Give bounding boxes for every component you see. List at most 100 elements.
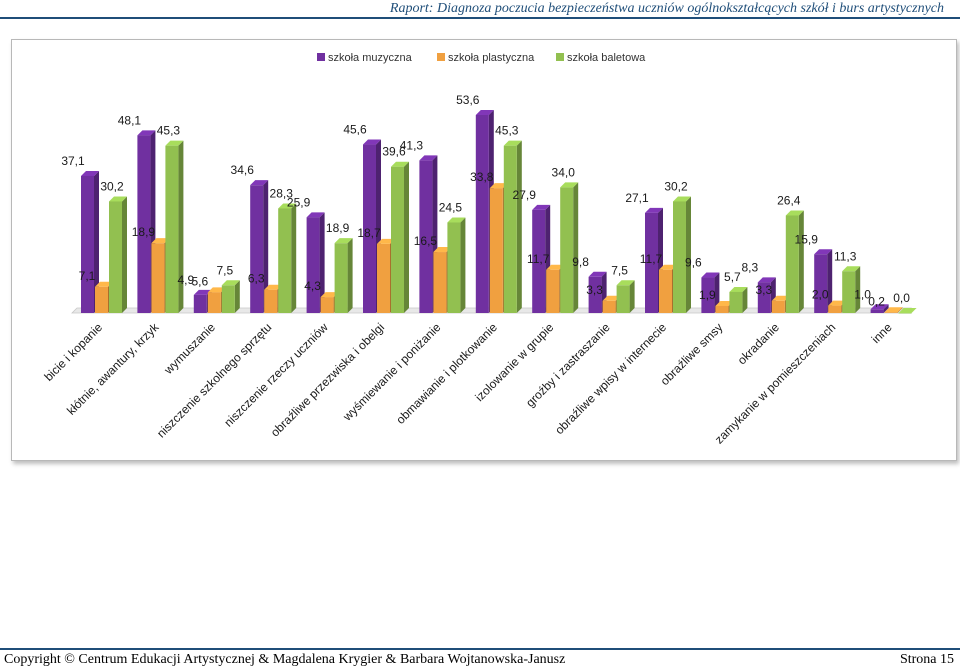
data-label: 3,3 [586,283,603,297]
bar [193,294,207,313]
legend-swatch [437,53,445,61]
data-label: 3,3 [755,283,772,297]
legend-swatch [556,53,564,61]
bar-top [95,281,113,287]
legend-label: szkoła baletowa [567,52,646,64]
bar-top [715,300,734,306]
data-label: 45,3 [495,124,519,138]
data-label: 18,7 [357,226,381,240]
bar [447,222,461,313]
bar-top [532,204,551,210]
bar-side [573,182,579,313]
bar [884,312,898,313]
bar [278,208,292,313]
bar [151,243,165,313]
bar-side [883,304,889,313]
bar [771,300,785,313]
bar-top [447,217,466,223]
bar [489,188,503,313]
bar-top [109,196,127,202]
bar [306,217,320,313]
bar [715,305,729,313]
data-label: 5,7 [724,270,741,284]
bar [207,292,221,313]
bar [673,201,686,313]
legend-label: szkoła muzyczna [328,52,413,64]
data-label: 27,1 [625,191,649,205]
data-label: 16,5 [414,234,438,248]
bar-side [827,249,833,313]
bar-side [291,203,297,313]
data-label: 9,6 [685,256,702,270]
category-label: bicie i kopanie [41,320,105,384]
bar [433,252,447,313]
data-label: 1,9 [699,288,716,302]
bar [785,215,799,313]
data-label: 1,0 [854,287,871,301]
bar [757,282,771,313]
bar-top [771,295,790,301]
bar-top [701,272,720,278]
data-label: 6,3 [248,272,265,286]
data-label: 41,3 [400,138,424,152]
bar-top [814,249,833,255]
bar [842,271,856,313]
bar [645,212,658,313]
data-label: 27,9 [513,188,537,202]
bar [137,135,151,313]
bar [264,289,278,313]
legend-swatch [317,53,325,61]
data-label: 28,3 [270,186,294,200]
data-label: 25,9 [287,195,311,209]
bar-top [503,140,522,146]
bar-top [546,264,565,270]
data-label: 9,8 [572,255,589,269]
copyright-text: Copyright © Centrum Edukacji Artystyczne… [4,652,566,667]
bar-side [319,212,325,313]
data-label: 0,0 [893,291,910,305]
data-label: 7,5 [216,263,233,277]
data-label: 24,5 [439,200,463,214]
bar-top [221,280,240,286]
bar-top [489,183,508,189]
footer-divider [0,648,960,650]
bar [588,276,602,313]
data-label: 4,3 [304,279,321,293]
bar-top [616,280,635,286]
bar-side [686,196,691,313]
bar [828,305,842,313]
bar [729,291,743,313]
bar [95,286,108,313]
bar [701,277,715,313]
bar-top [264,284,283,290]
category-label: inne [869,320,895,346]
data-label: 15,9 [795,232,819,246]
bar-side [798,210,804,313]
bar-top [898,308,917,313]
bar [659,269,672,313]
data-label: 34,0 [552,165,576,179]
data-label: 11,3 [834,249,857,263]
bar [391,166,404,313]
bar-side [94,170,99,313]
bar [334,243,348,313]
bar [503,145,517,313]
data-label: 11,7 [527,252,550,266]
bar-side [460,217,466,313]
bar-top [828,300,847,306]
bar [81,175,94,313]
bar-top [377,238,395,244]
header-divider [0,17,960,19]
bar-top [151,238,170,244]
report-title: Raport: Diagnoza poczucia bezpieczeństwa… [389,1,944,16]
category-label: kłótnie, awantury, krzyk [64,320,162,418]
bar-top [870,304,889,310]
data-label: 30,2 [664,179,688,193]
data-label: 8,3 [741,260,758,274]
bar [109,201,122,313]
bar-top [81,170,99,176]
category-label: wymuszanie [161,320,219,378]
category-label: zamykanie w pomieszczeniach [712,320,838,446]
legend-label: szkoła plastyczna [448,52,535,64]
